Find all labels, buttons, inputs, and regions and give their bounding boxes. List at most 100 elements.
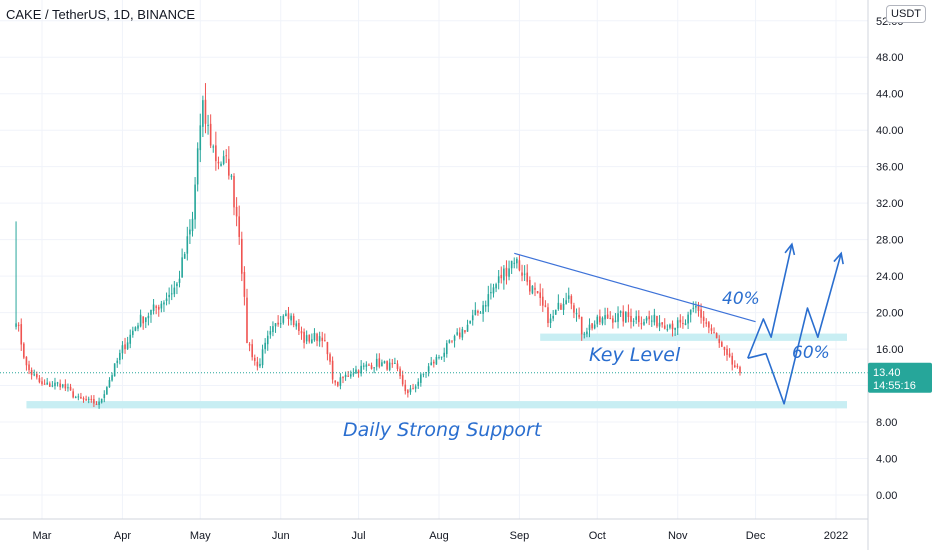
candle-body <box>656 315 658 327</box>
candle-body <box>601 317 604 324</box>
candle-body <box>375 358 378 367</box>
candle-body <box>733 365 736 368</box>
candle-body <box>220 163 222 166</box>
candle-body <box>505 267 508 277</box>
x-tick-label: Jun <box>272 530 290 542</box>
candle-body <box>461 329 464 338</box>
pct60-label: 60% <box>792 343 830 363</box>
candle-body <box>622 311 625 322</box>
candle-body <box>126 342 129 349</box>
candle-body <box>72 391 74 398</box>
candle-body <box>147 315 150 319</box>
candle-body <box>404 384 407 392</box>
candle-body <box>228 158 230 176</box>
candle-body <box>593 324 596 329</box>
candle-body <box>303 331 305 343</box>
candle-body <box>560 304 562 310</box>
candle-body <box>326 342 329 355</box>
candle-body <box>17 324 20 326</box>
candle-body <box>61 384 64 387</box>
drawings <box>0 242 868 405</box>
candle-body <box>619 311 622 313</box>
candle-body <box>466 324 469 332</box>
candle-body <box>378 358 381 367</box>
candle-body <box>562 303 565 310</box>
candle-body <box>573 305 575 313</box>
candle-body <box>456 332 458 335</box>
candle-body <box>632 320 635 322</box>
x-tick-label: Nov <box>668 530 688 542</box>
y-tick-label: 48.00 <box>876 52 904 64</box>
candle-body <box>212 146 215 148</box>
candle-body <box>298 322 300 331</box>
candle-body <box>689 309 692 315</box>
candle-body <box>549 318 552 324</box>
candle-body <box>451 340 453 342</box>
candle-body <box>477 310 479 313</box>
candle-body <box>409 388 412 393</box>
candle-body <box>246 297 248 343</box>
candle-body <box>33 374 36 376</box>
candle-body <box>617 313 619 322</box>
candle-body <box>420 374 422 383</box>
candle-body <box>521 272 523 276</box>
candle-body <box>487 294 490 307</box>
candle-body <box>653 314 656 323</box>
candle-body <box>243 272 246 297</box>
candle-body <box>339 377 342 386</box>
candle-body <box>23 343 25 358</box>
candle-body <box>137 325 139 329</box>
candle-body <box>142 316 145 324</box>
candle-body <box>503 268 505 281</box>
candle-body <box>630 315 632 322</box>
candle-body <box>103 394 106 399</box>
currency-button[interactable]: USDT <box>886 5 926 23</box>
candle-body <box>121 345 124 354</box>
candle-body <box>347 375 349 377</box>
candle-body <box>329 354 331 362</box>
y-tick-label: 32.00 <box>876 198 904 210</box>
candle-body <box>157 306 160 310</box>
candles <box>15 83 741 409</box>
candle-body <box>352 373 355 375</box>
candle-body <box>82 398 85 400</box>
candle-body <box>183 254 186 259</box>
candle-body <box>422 373 425 375</box>
candle-body <box>674 327 676 330</box>
candle-body <box>529 280 531 292</box>
candle-body <box>526 272 529 282</box>
candle-body <box>274 323 277 327</box>
candle-body <box>435 356 438 365</box>
candle-body <box>152 304 155 311</box>
candle-body <box>547 307 549 324</box>
candle-body <box>713 332 715 334</box>
candle-body <box>640 323 643 325</box>
projection-arrowhead-icon <box>833 251 844 265</box>
candle-body <box>609 318 612 320</box>
candle-body <box>256 361 259 367</box>
candle-body <box>277 322 279 325</box>
candle-body <box>484 304 487 307</box>
x-tick-label: Mar <box>33 530 52 542</box>
candle-body <box>30 369 33 375</box>
candle-body <box>67 387 69 389</box>
candle-body <box>684 323 687 325</box>
candle-body <box>313 333 316 341</box>
candle-body <box>215 145 217 162</box>
y-tick-label: 36.00 <box>876 162 904 174</box>
y-tick-label: 8.00 <box>876 417 897 429</box>
candle-body <box>362 365 365 367</box>
candle-body <box>365 364 368 367</box>
price-label-countdown: 14:55:16 <box>873 380 916 392</box>
candle-body <box>87 398 90 400</box>
candle-body <box>679 319 682 323</box>
candle-body <box>282 315 285 323</box>
candle-body <box>233 176 235 208</box>
candle-body <box>700 309 702 318</box>
candle-body <box>386 361 388 370</box>
candle-body <box>196 148 199 185</box>
candle-body <box>119 352 121 361</box>
